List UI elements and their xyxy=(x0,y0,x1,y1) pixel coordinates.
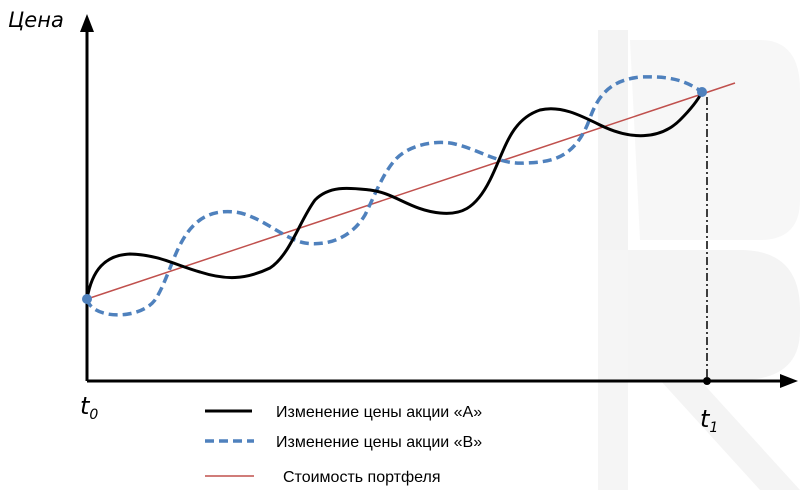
legend-item-stock-a: Изменение цены акции «А» xyxy=(205,404,482,421)
stock-a-curve xyxy=(85,91,704,300)
legend-item-portfolio: Стоимость портфеля xyxy=(205,469,441,486)
portfolio-line xyxy=(86,82,736,300)
x-axis-arrow xyxy=(780,374,798,388)
legend-label-stock-b: Изменение цены акции «B» xyxy=(276,434,482,451)
t0-label: t0 xyxy=(80,392,98,423)
y-axis-label: Цена xyxy=(8,8,64,32)
watermark-logo xyxy=(598,30,800,490)
stock-b-curve xyxy=(85,75,704,317)
legend: Изменение цены акции «А» Изменение цены … xyxy=(205,404,482,486)
legend-label-portfolio: Стоимость портфеля xyxy=(283,469,441,486)
t1-marker xyxy=(703,377,711,385)
t0-letter: t xyxy=(80,392,91,420)
start-point-marker xyxy=(82,294,92,304)
legend-item-stock-b: Изменение цены акции «B» xyxy=(205,434,482,451)
t1-label: t1 xyxy=(700,405,718,436)
y-axis-arrow xyxy=(80,14,94,32)
t1-letter: t xyxy=(700,405,711,433)
t1-subscript: 1 xyxy=(709,420,718,436)
axes xyxy=(80,14,798,388)
legend-label-stock-a: Изменение цены акции «А» xyxy=(276,404,482,421)
t0-subscript: 0 xyxy=(89,407,98,423)
end-point-marker xyxy=(697,87,707,97)
